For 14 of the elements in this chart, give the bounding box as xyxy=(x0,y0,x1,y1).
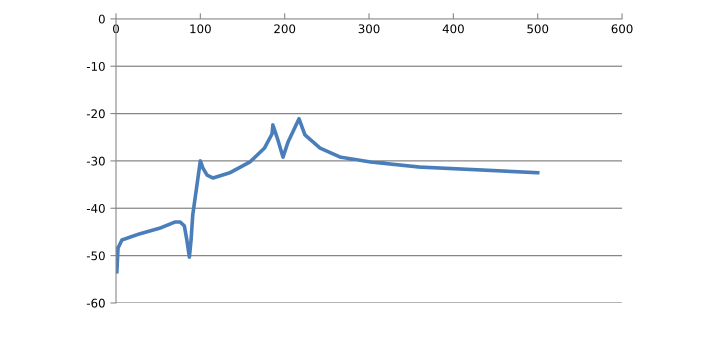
line-series xyxy=(116,116,540,274)
y-tick-label: -30 xyxy=(86,156,105,166)
x-tick-label: 400 xyxy=(442,24,464,34)
y-tick-label: -10 xyxy=(86,62,105,71)
x-tick-label: 600 xyxy=(612,24,633,34)
y-tick-label: -20 xyxy=(86,109,105,118)
y-tick-label: 0 xyxy=(98,14,105,24)
y-tick-label: -40 xyxy=(86,204,105,213)
x-tick-label: 200 xyxy=(274,24,296,34)
x-tick-label: 300 xyxy=(358,24,380,34)
x-tick-label: 100 xyxy=(190,24,211,34)
x-tick-label: 500 xyxy=(527,24,548,34)
y-tick-label: -60 xyxy=(86,298,105,308)
y-tick-label: -50 xyxy=(86,251,105,260)
